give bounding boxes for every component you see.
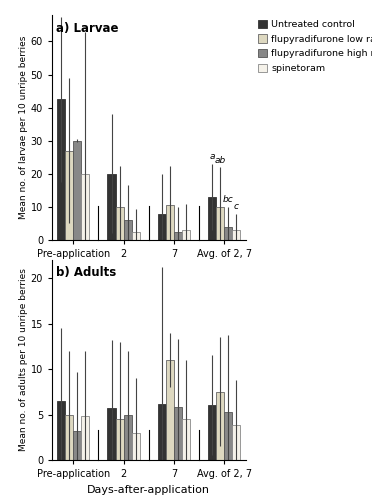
Bar xyxy=(116,207,124,240)
Bar xyxy=(132,432,140,460)
Bar xyxy=(124,220,132,240)
Bar xyxy=(57,401,65,460)
Bar xyxy=(174,232,182,240)
Bar xyxy=(166,360,174,460)
Bar xyxy=(81,174,89,240)
Y-axis label: Mean no. of larvae per 10 unripe berries: Mean no. of larvae per 10 unripe berries xyxy=(19,36,28,219)
Bar xyxy=(73,140,81,240)
Bar xyxy=(124,414,132,460)
Bar xyxy=(57,100,65,240)
Bar xyxy=(132,232,140,240)
Bar xyxy=(208,406,216,460)
Text: ab: ab xyxy=(215,156,226,164)
Bar xyxy=(216,392,224,460)
Bar xyxy=(158,404,166,460)
Bar xyxy=(182,419,190,460)
Bar xyxy=(232,230,240,240)
Bar xyxy=(108,408,116,460)
Bar xyxy=(182,230,190,240)
Bar xyxy=(232,426,240,460)
Y-axis label: Mean no. of adults per 10 unripe berries: Mean no. of adults per 10 unripe berries xyxy=(19,268,28,452)
Bar xyxy=(73,431,81,460)
Text: c: c xyxy=(234,202,239,211)
Text: a) Larvae: a) Larvae xyxy=(56,22,118,35)
Bar xyxy=(224,227,232,240)
Bar xyxy=(174,408,182,460)
Bar xyxy=(158,214,166,240)
Bar xyxy=(224,412,232,460)
Bar xyxy=(116,419,124,460)
Bar xyxy=(81,416,89,460)
Text: b) Adults: b) Adults xyxy=(56,266,116,279)
Bar xyxy=(108,174,116,240)
Bar xyxy=(216,207,224,240)
Legend: Untreated control, flupyradifurone low rate, flupyradifurone high rate, spinetor: Untreated control, flupyradifurone low r… xyxy=(258,20,372,73)
Text: a: a xyxy=(209,152,215,161)
Bar xyxy=(65,150,73,240)
Text: bc: bc xyxy=(223,196,234,204)
Bar xyxy=(208,197,216,240)
Bar xyxy=(166,206,174,240)
X-axis label: Days-after-application: Days-after-application xyxy=(87,484,210,494)
Bar xyxy=(65,414,73,460)
